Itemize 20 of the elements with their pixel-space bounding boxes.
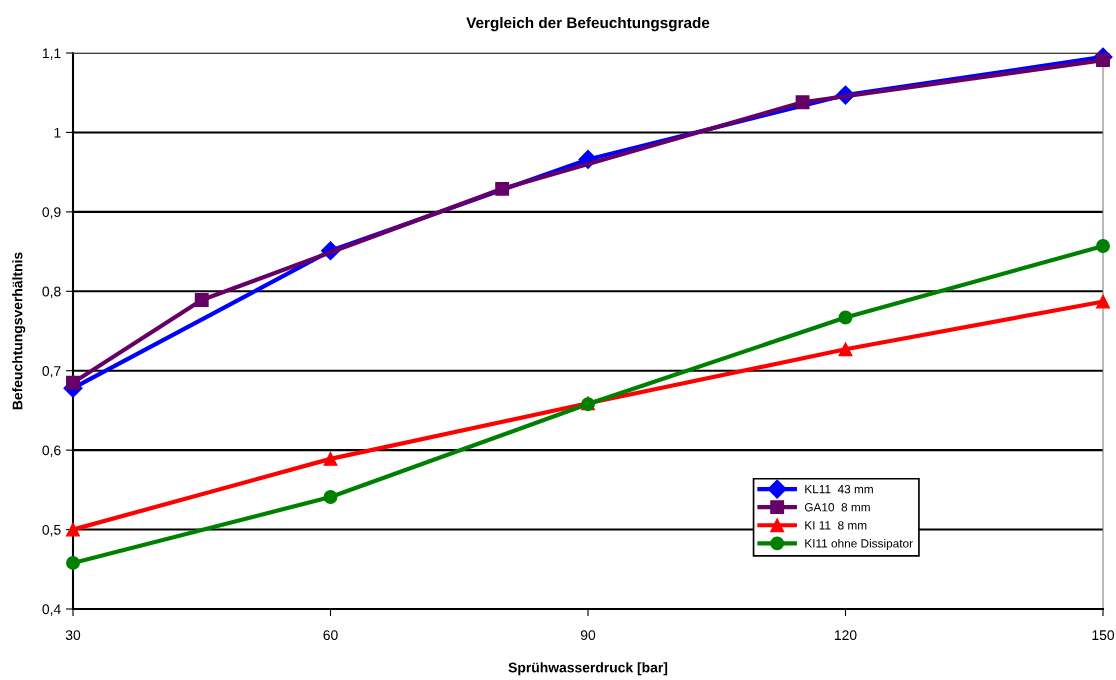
x-tick-label: 30 xyxy=(65,630,81,641)
legend-label: GA10 8 mm xyxy=(804,503,870,512)
x-tick-label: 150 xyxy=(1092,630,1115,641)
y-tick-label: 0,9 xyxy=(42,207,61,219)
legend-label: KI 11 8 mm xyxy=(805,521,867,530)
x-tick-label: 120 xyxy=(834,630,857,641)
x-axis-title: Sprühwasserdruck [bar] xyxy=(508,662,668,676)
y-tick-label: 0,8 xyxy=(42,286,61,299)
legend-label: KL11 43 mm xyxy=(805,484,873,494)
chart-title: Vergleich der Befeuchtungsgrade xyxy=(466,16,710,32)
y-tick-label: 0,4 xyxy=(42,604,61,616)
legend-label: KI11 ohne Dissipator xyxy=(805,538,913,550)
y-tick-label: 1,1 xyxy=(42,48,61,60)
y-tick-label: 1 xyxy=(54,127,61,138)
x-tick-label: 90 xyxy=(580,630,596,641)
y-tick-label: 0,5 xyxy=(42,524,61,537)
y-tick-label: 0,6 xyxy=(42,445,61,457)
x-tick-label: 60 xyxy=(323,630,338,641)
y-axis-title: Befeuchtungsverhältnis xyxy=(12,252,26,410)
y-tick-label: 0,7 xyxy=(42,366,61,378)
